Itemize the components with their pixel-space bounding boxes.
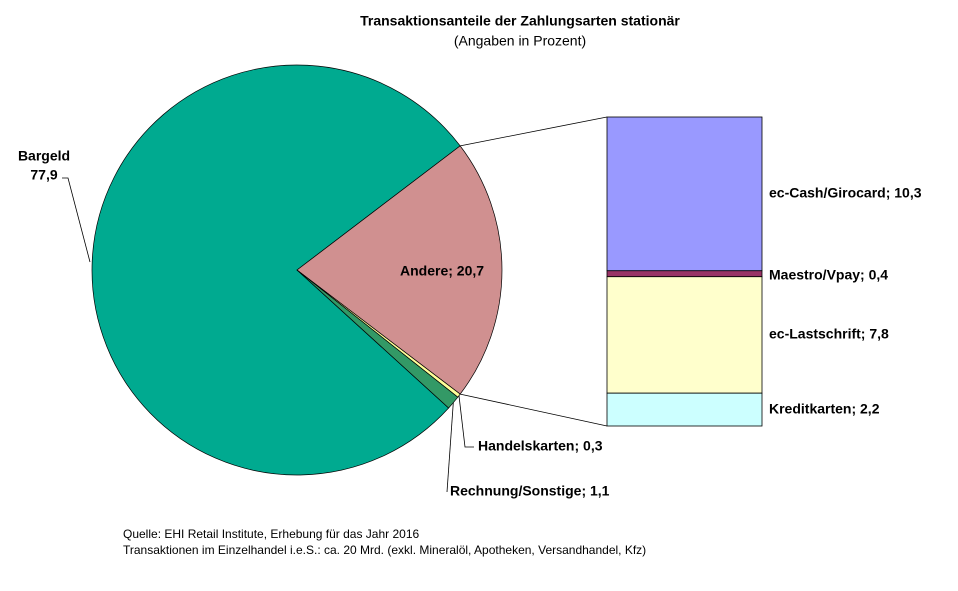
source-note: Quelle: EHI Retail Institute, Erhebung f…	[123, 527, 419, 541]
bar-label: Maestro/Vpay; 0,4	[769, 266, 888, 282]
pie-slice	[296, 145, 503, 395]
slice-label: Bargeld	[18, 148, 70, 164]
chart-subtitle: (Angaben in Prozent)	[454, 33, 586, 49]
bar-segment	[606, 270, 763, 278]
leader-line	[446, 402, 454, 493]
bar-label: Kreditkarten; 2,2	[769, 400, 880, 416]
slice-label: 77,9	[30, 167, 57, 183]
bar-segment	[606, 116, 763, 272]
slice-label: Handelskarten; 0,3	[478, 438, 603, 454]
slice-label: Rechnung/Sonstige; 1,1	[450, 483, 610, 499]
chart-title: Transaktionsanteile der Zahlungsarten st…	[360, 13, 680, 29]
pie-slice	[91, 64, 461, 476]
bar-label: ec-Cash/Girocard; 10,3	[769, 185, 922, 201]
connector	[460, 393, 608, 427]
leader-line	[62, 177, 91, 263]
connector	[460, 116, 608, 147]
bar-label: ec-Lastschrift; 7,8	[769, 326, 889, 342]
leader-line	[458, 395, 474, 448]
slice-label: Andere; 20,7	[400, 263, 484, 279]
source-note: Transaktionen im Einzelhandel i.e.S.: ca…	[123, 543, 646, 557]
bar-segment	[606, 392, 763, 427]
bar-segment	[606, 276, 763, 394]
